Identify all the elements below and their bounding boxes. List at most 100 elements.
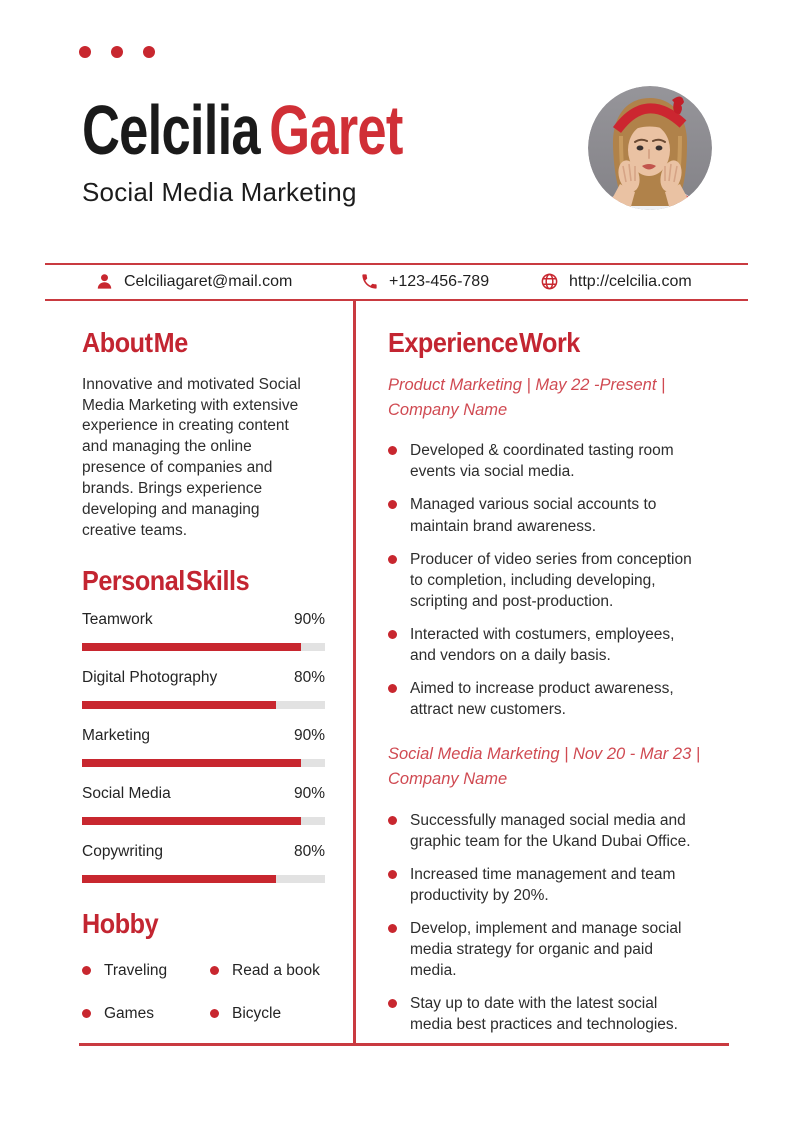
hobby-label: Traveling (104, 961, 168, 979)
skill-item: Teamwork 90% (82, 610, 325, 652)
skill-percent: 90% (293, 727, 325, 745)
bullet-icon (388, 869, 397, 879)
bullet-icon (388, 923, 397, 933)
decorative-dots (79, 46, 155, 58)
bullet-text: Stay up to date with the latest social m… (410, 995, 678, 1034)
bullet-text: Managed various social accounts to maint… (410, 496, 657, 535)
experience-bullet: Stay up to date with the latest social m… (388, 993, 729, 1035)
first-name: Celcilia (82, 91, 261, 169)
bottom-border-line (79, 1043, 729, 1046)
skill-row: Digital Photography 80% (82, 668, 325, 689)
person-icon (95, 272, 114, 291)
about-title: About Me (82, 327, 188, 358)
hobby-item: Read a book (210, 962, 325, 980)
left-column: About Me Innovative and motivated Social… (82, 301, 325, 1023)
bullet-icon (388, 999, 397, 1009)
skill-progress-fill (82, 759, 301, 768)
bullet-icon (388, 446, 397, 456)
skill-item: Social Media 90% (82, 784, 325, 826)
contact-email-value: Celciliagaret@mail.com (124, 272, 293, 290)
dot-icon (79, 46, 91, 58)
dot-icon (143, 46, 155, 58)
bullet-icon (210, 1009, 219, 1019)
hobby-label: Games (104, 1004, 154, 1022)
job-subtitle: Social Media Marketing | Nov 20 - Mar 23… (388, 745, 701, 788)
contact-website[interactable]: http://celcilia.com (540, 265, 692, 298)
bullet-text: Developed & coordinated tasting room eve… (410, 442, 674, 481)
phone-icon (360, 272, 379, 291)
experience-bullet: Managed various social accounts to maint… (388, 494, 729, 536)
skill-percent: 80% (293, 843, 325, 861)
skill-row: Social Media 90% (82, 784, 325, 805)
hobby-list: Traveling Read a book Games Bicycle (82, 962, 325, 1023)
skill-label: Digital Photography (82, 669, 218, 687)
skill-item: Marketing 90% (82, 726, 325, 768)
skill-progress-fill (82, 643, 301, 652)
bullet-text: Interacted with costumers, employees, an… (410, 625, 675, 664)
contact-phone-value: +123-456-789 (389, 272, 490, 290)
hobby-item: Games (82, 1005, 210, 1023)
contact-bar: Celciliagaret@mail.com +123-456-789 http… (45, 263, 748, 301)
skill-progress-fill (82, 874, 277, 883)
skill-label: Social Media (82, 785, 171, 803)
job-entry: Social Media Marketing | Nov 20 - Mar 23… (388, 742, 729, 1035)
bullet-icon (388, 554, 397, 564)
skill-progressbar (82, 701, 325, 710)
skills-list: Teamwork 90% Digital Photography 80% Mar… (82, 610, 325, 883)
bullet-icon (210, 966, 219, 976)
experience-title: Experience Work (388, 327, 580, 358)
bullet-text: Develop, implement and manage social med… (410, 919, 682, 980)
skill-row: Copywriting 80% (82, 842, 325, 863)
skill-percent: 90% (293, 611, 325, 629)
contact-email[interactable]: Celciliagaret@mail.com (95, 265, 292, 298)
job-entry: Product Marketing | May 22 -Present | Co… (388, 373, 729, 720)
last-name: Garet (269, 91, 403, 169)
experience-bullet: Producer of video series from conception… (388, 549, 729, 612)
bullet-icon (388, 684, 397, 693)
skill-label: Copywriting (82, 843, 163, 861)
skill-item: Digital Photography 80% (82, 668, 325, 710)
headline: Social Media Marketing (82, 177, 357, 207)
skill-progress-fill (82, 817, 301, 826)
skill-progressbar (82, 817, 325, 826)
bullet-icon (82, 966, 91, 976)
about-text: Innovative and motivated Social Media Ma… (82, 375, 301, 539)
contact-website-value: http://celcilia.com (569, 272, 692, 290)
experience-bullet: Successfully managed social media and gr… (388, 810, 729, 852)
experience-bullet: Aimed to increase product awareness, att… (388, 678, 729, 720)
skill-row: Teamwork 90% (82, 610, 325, 631)
experience-bullet: Interacted with costumers, employees, an… (388, 624, 729, 666)
contact-phone[interactable]: +123-456-789 (360, 265, 489, 298)
hobby-label: Bicycle (232, 1004, 282, 1022)
skill-progressbar (82, 874, 325, 883)
right-column: Experience Work Product Marketing | May … (388, 301, 729, 1047)
bullet-text: Increased time management and team produ… (410, 865, 676, 904)
skill-label: Marketing (82, 727, 151, 745)
bullet-icon (82, 1009, 91, 1019)
hobby-item: Traveling (82, 962, 210, 980)
bullet-icon (388, 629, 397, 639)
column-divider (353, 301, 356, 1043)
hobby-title: Hobby (82, 907, 159, 939)
hobby-item: Bicycle (210, 1005, 325, 1023)
bullet-text: Successfully managed social media and gr… (410, 811, 691, 850)
bullet-icon (388, 500, 397, 510)
avatar-illustration (588, 86, 712, 210)
skill-item: Copywriting 80% (82, 842, 325, 883)
bullet-icon (388, 815, 397, 825)
skill-progressbar (82, 643, 325, 652)
experience-bullet: Developed & coordinated tasting room eve… (388, 440, 729, 482)
globe-icon (540, 272, 559, 291)
experience-bullet: Increased time management and team produ… (388, 864, 729, 906)
profile-photo (588, 86, 712, 210)
hobby-label: Read a book (232, 961, 320, 979)
jobs-container: Product Marketing | May 22 -Present | Co… (388, 373, 729, 1036)
skill-row: Marketing 90% (82, 726, 325, 747)
skill-label: Teamwork (82, 611, 153, 629)
skill-percent: 90% (293, 785, 325, 803)
job-bullets: Developed & coordinated tasting room eve… (388, 440, 729, 720)
skill-progressbar (82, 759, 325, 768)
skills-title: Personal Skills (82, 564, 250, 596)
skill-progress-fill (82, 701, 277, 710)
